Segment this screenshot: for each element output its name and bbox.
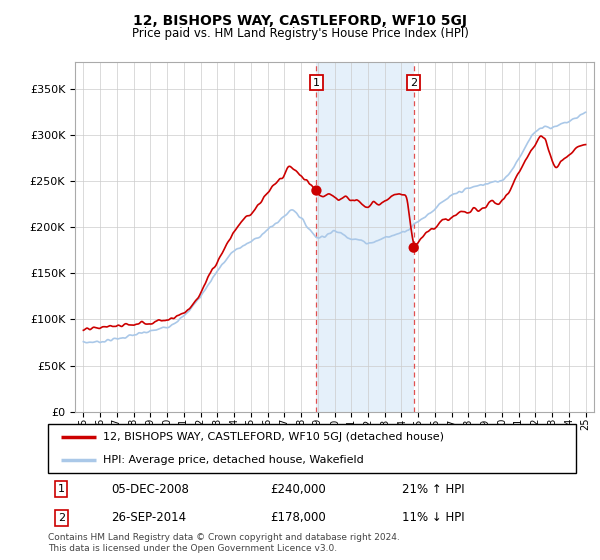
Text: 1: 1 xyxy=(313,78,320,87)
Text: 12, BISHOPS WAY, CASTLEFORD, WF10 5GJ: 12, BISHOPS WAY, CASTLEFORD, WF10 5GJ xyxy=(133,14,467,28)
Text: 12, BISHOPS WAY, CASTLEFORD, WF10 5GJ (detached house): 12, BISHOPS WAY, CASTLEFORD, WF10 5GJ (d… xyxy=(103,432,445,442)
Bar xyxy=(316,62,413,412)
Text: £178,000: £178,000 xyxy=(270,511,326,524)
Text: 2: 2 xyxy=(410,78,417,87)
Text: 26-SEP-2014: 26-SEP-2014 xyxy=(112,511,187,524)
Text: 11% ↓ HPI: 11% ↓ HPI xyxy=(402,511,464,524)
Point xyxy=(409,243,418,252)
Text: 1: 1 xyxy=(58,484,65,494)
Text: £240,000: £240,000 xyxy=(270,483,326,496)
Text: Contains HM Land Registry data © Crown copyright and database right 2024.
This d: Contains HM Land Registry data © Crown c… xyxy=(48,533,400,553)
Point xyxy=(311,186,321,195)
Text: HPI: Average price, detached house, Wakefield: HPI: Average price, detached house, Wake… xyxy=(103,455,364,465)
Text: 21% ↑ HPI: 21% ↑ HPI xyxy=(402,483,464,496)
Text: Price paid vs. HM Land Registry's House Price Index (HPI): Price paid vs. HM Land Registry's House … xyxy=(131,27,469,40)
Text: 05-DEC-2008: 05-DEC-2008 xyxy=(112,483,189,496)
FancyBboxPatch shape xyxy=(48,424,576,473)
Text: 2: 2 xyxy=(58,513,65,523)
